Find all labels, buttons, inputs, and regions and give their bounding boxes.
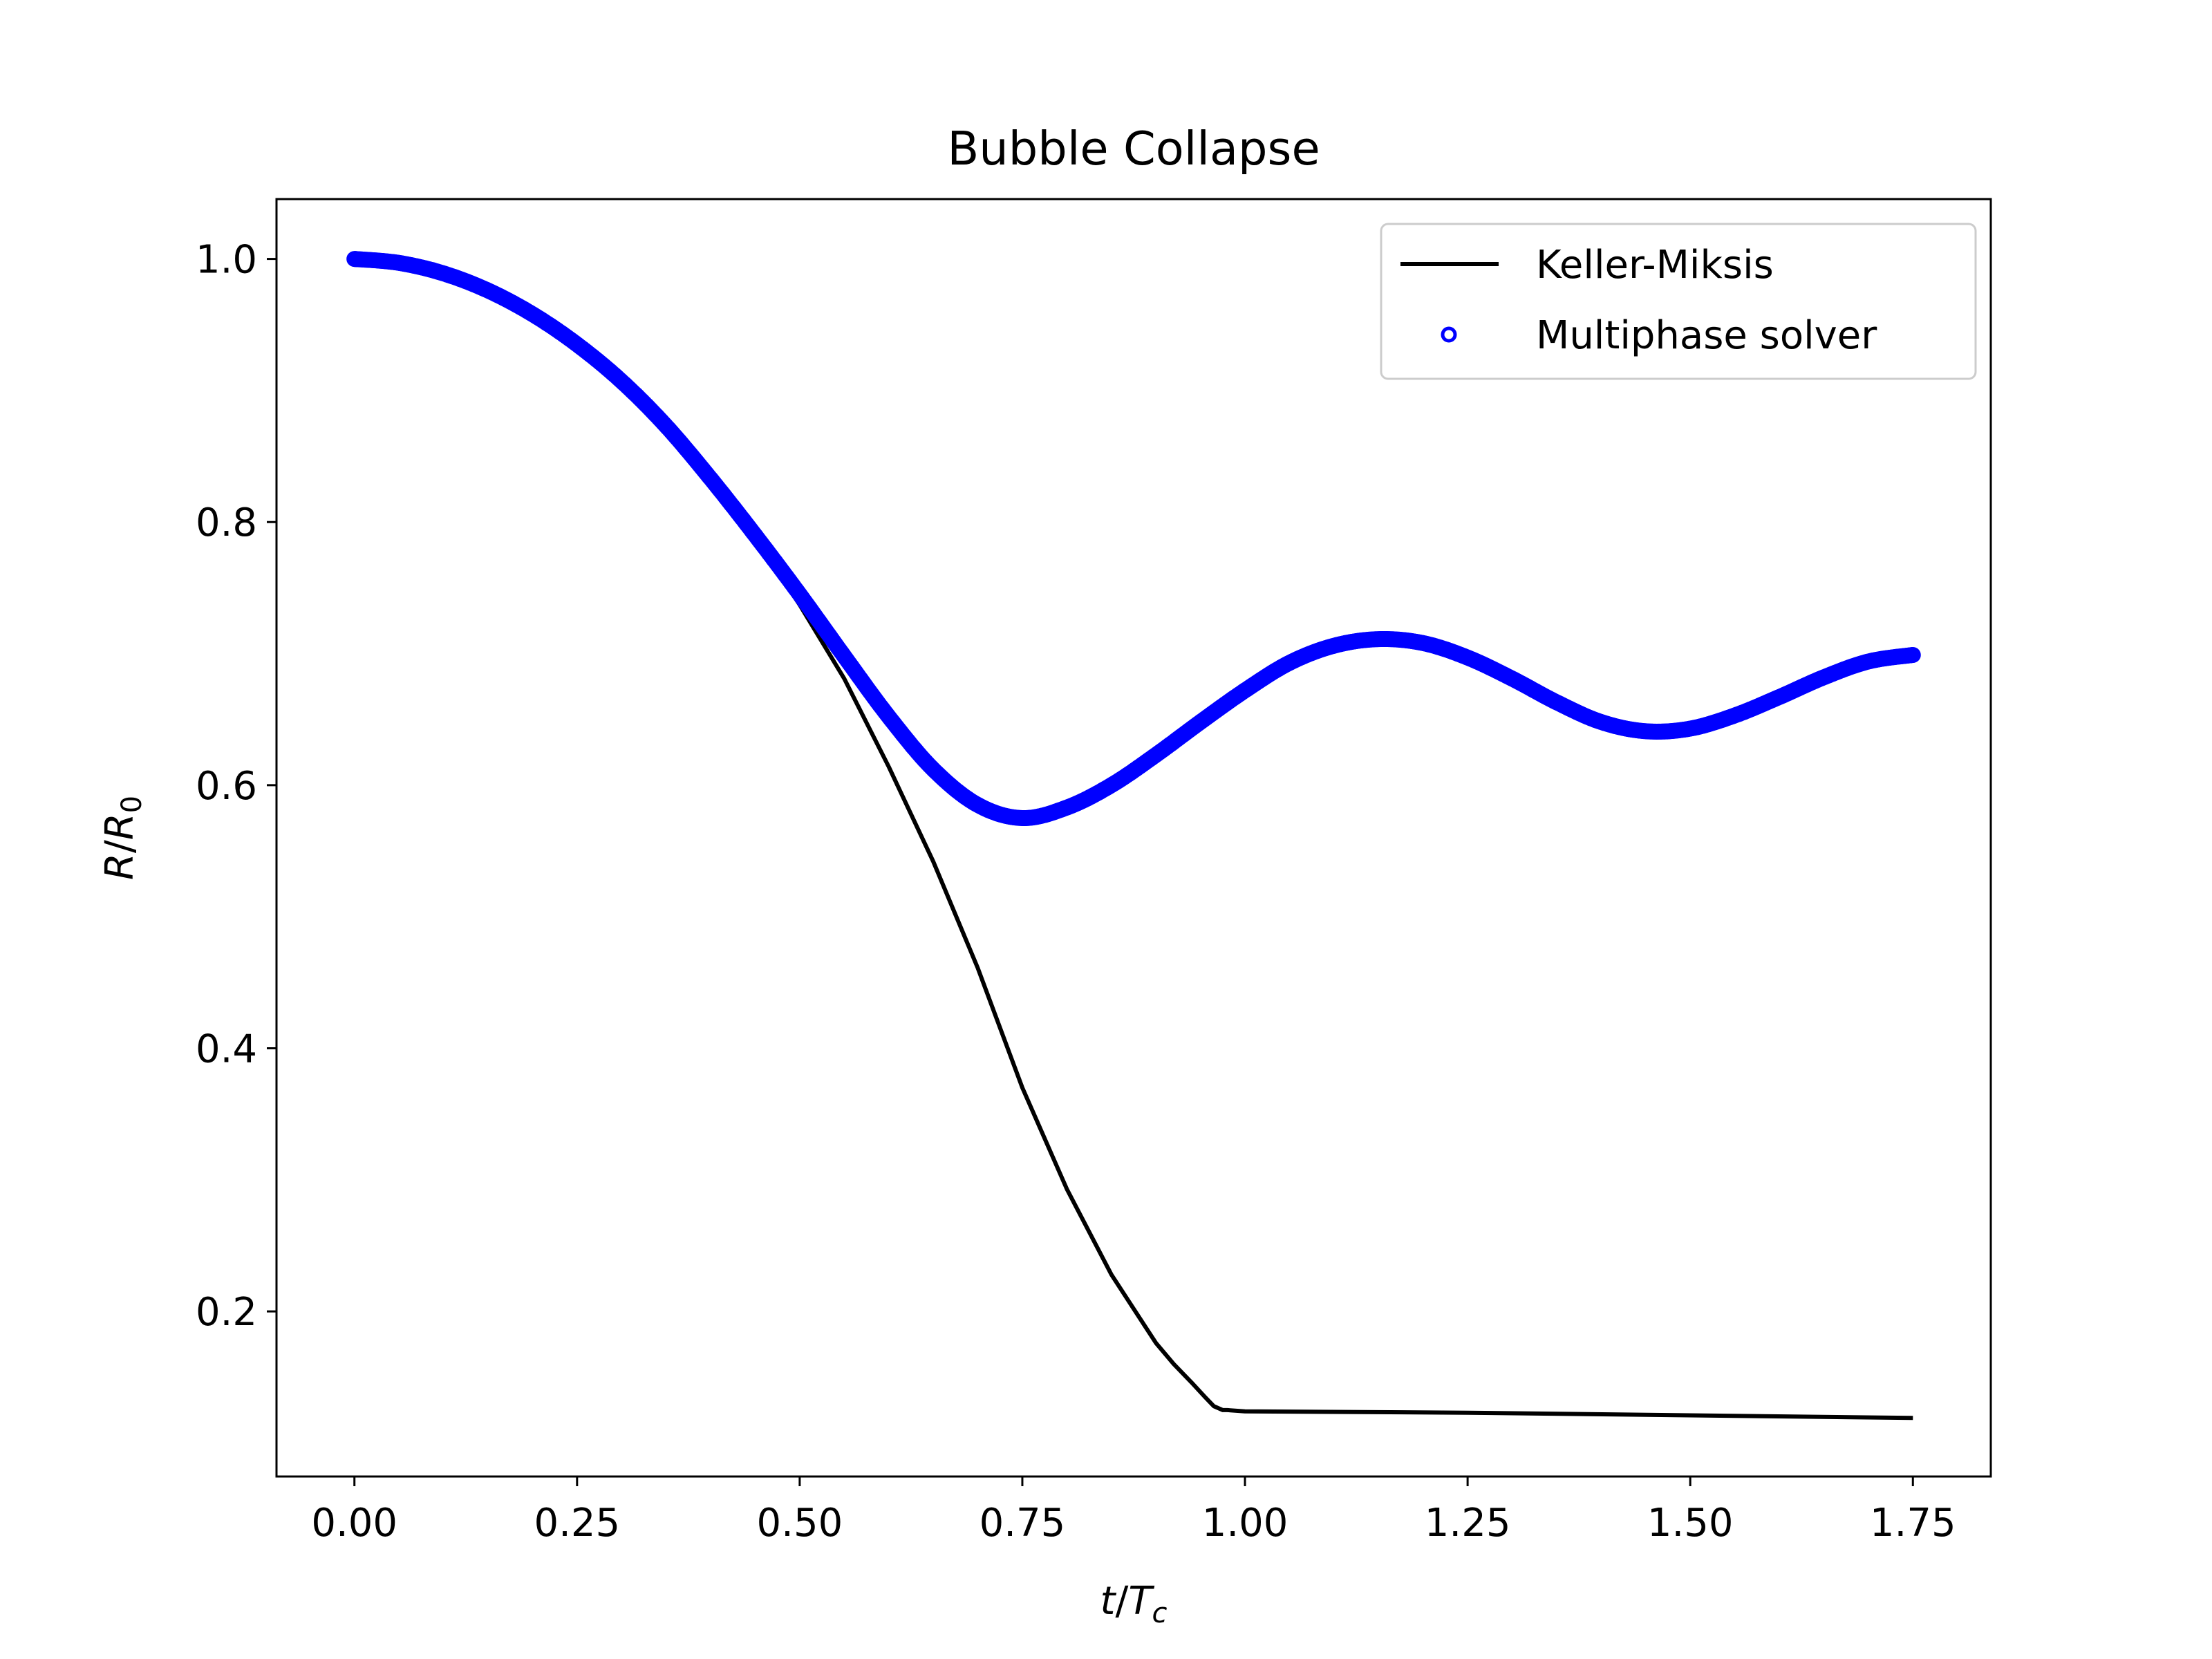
- x-tick-label: 1.25: [1425, 1501, 1511, 1546]
- chart-title: Bubble Collapse: [947, 122, 1320, 176]
- y-axis-label-symbol: R: [97, 813, 142, 840]
- x-axis-label-symbol: T: [1128, 1579, 1154, 1624]
- plot-frame: [275, 198, 1992, 1478]
- x-axis-label: t/Tc: [1100, 1579, 1167, 1629]
- x-tick-label: 0.50: [757, 1501, 843, 1546]
- x-axis-label-main: t: [1100, 1579, 1116, 1624]
- y-axis-label-main: R: [97, 853, 142, 880]
- legend: Keller-Miksis Multiphase solver: [1380, 223, 1977, 380]
- x-tick-label: 0.00: [311, 1501, 397, 1546]
- y-tick-label: 0.2: [196, 1290, 257, 1335]
- legend-label-multiphase-solver: Multiphase solver: [1536, 313, 1877, 358]
- y-tick-label: 1.0: [196, 238, 257, 283]
- multiphase-data-point: [1904, 647, 1921, 663]
- y-axis-label-subscript: 0: [116, 796, 148, 813]
- x-tick-label: 1.50: [1647, 1501, 1734, 1546]
- x-tick-label: 0.25: [534, 1501, 620, 1546]
- y-tick-label: 0.8: [196, 500, 257, 545]
- x-tick-label: 1.00: [1202, 1501, 1288, 1546]
- legend-marker-icon: [1441, 326, 1457, 343]
- y-axis-label-sep: /: [97, 840, 142, 853]
- y-tick-label: 0.4: [196, 1027, 257, 1072]
- x-axis-label-sep: /: [1115, 1579, 1128, 1624]
- plot-area: [276, 199, 1991, 1477]
- y-tick-label: 0.6: [196, 764, 257, 809]
- legend-label-keller-miksis: Keller-Miksis: [1536, 243, 1774, 288]
- series-multiphase-solver-markers: [346, 251, 1921, 826]
- ticks-layer: 0.00 0.25 0.50 0.75 1.00 1.25 1.50 1.75 0.2 0.4 0.…: [196, 238, 1956, 1546]
- x-tick-label: 1.75: [1870, 1501, 1956, 1546]
- legend-box: [1380, 223, 1977, 380]
- series-layer: [346, 251, 1921, 1421]
- y-axis-label: R/R0: [97, 796, 148, 880]
- x-axis-label-subscript: c: [1152, 1597, 1168, 1629]
- x-tick-label: 0.75: [980, 1501, 1066, 1546]
